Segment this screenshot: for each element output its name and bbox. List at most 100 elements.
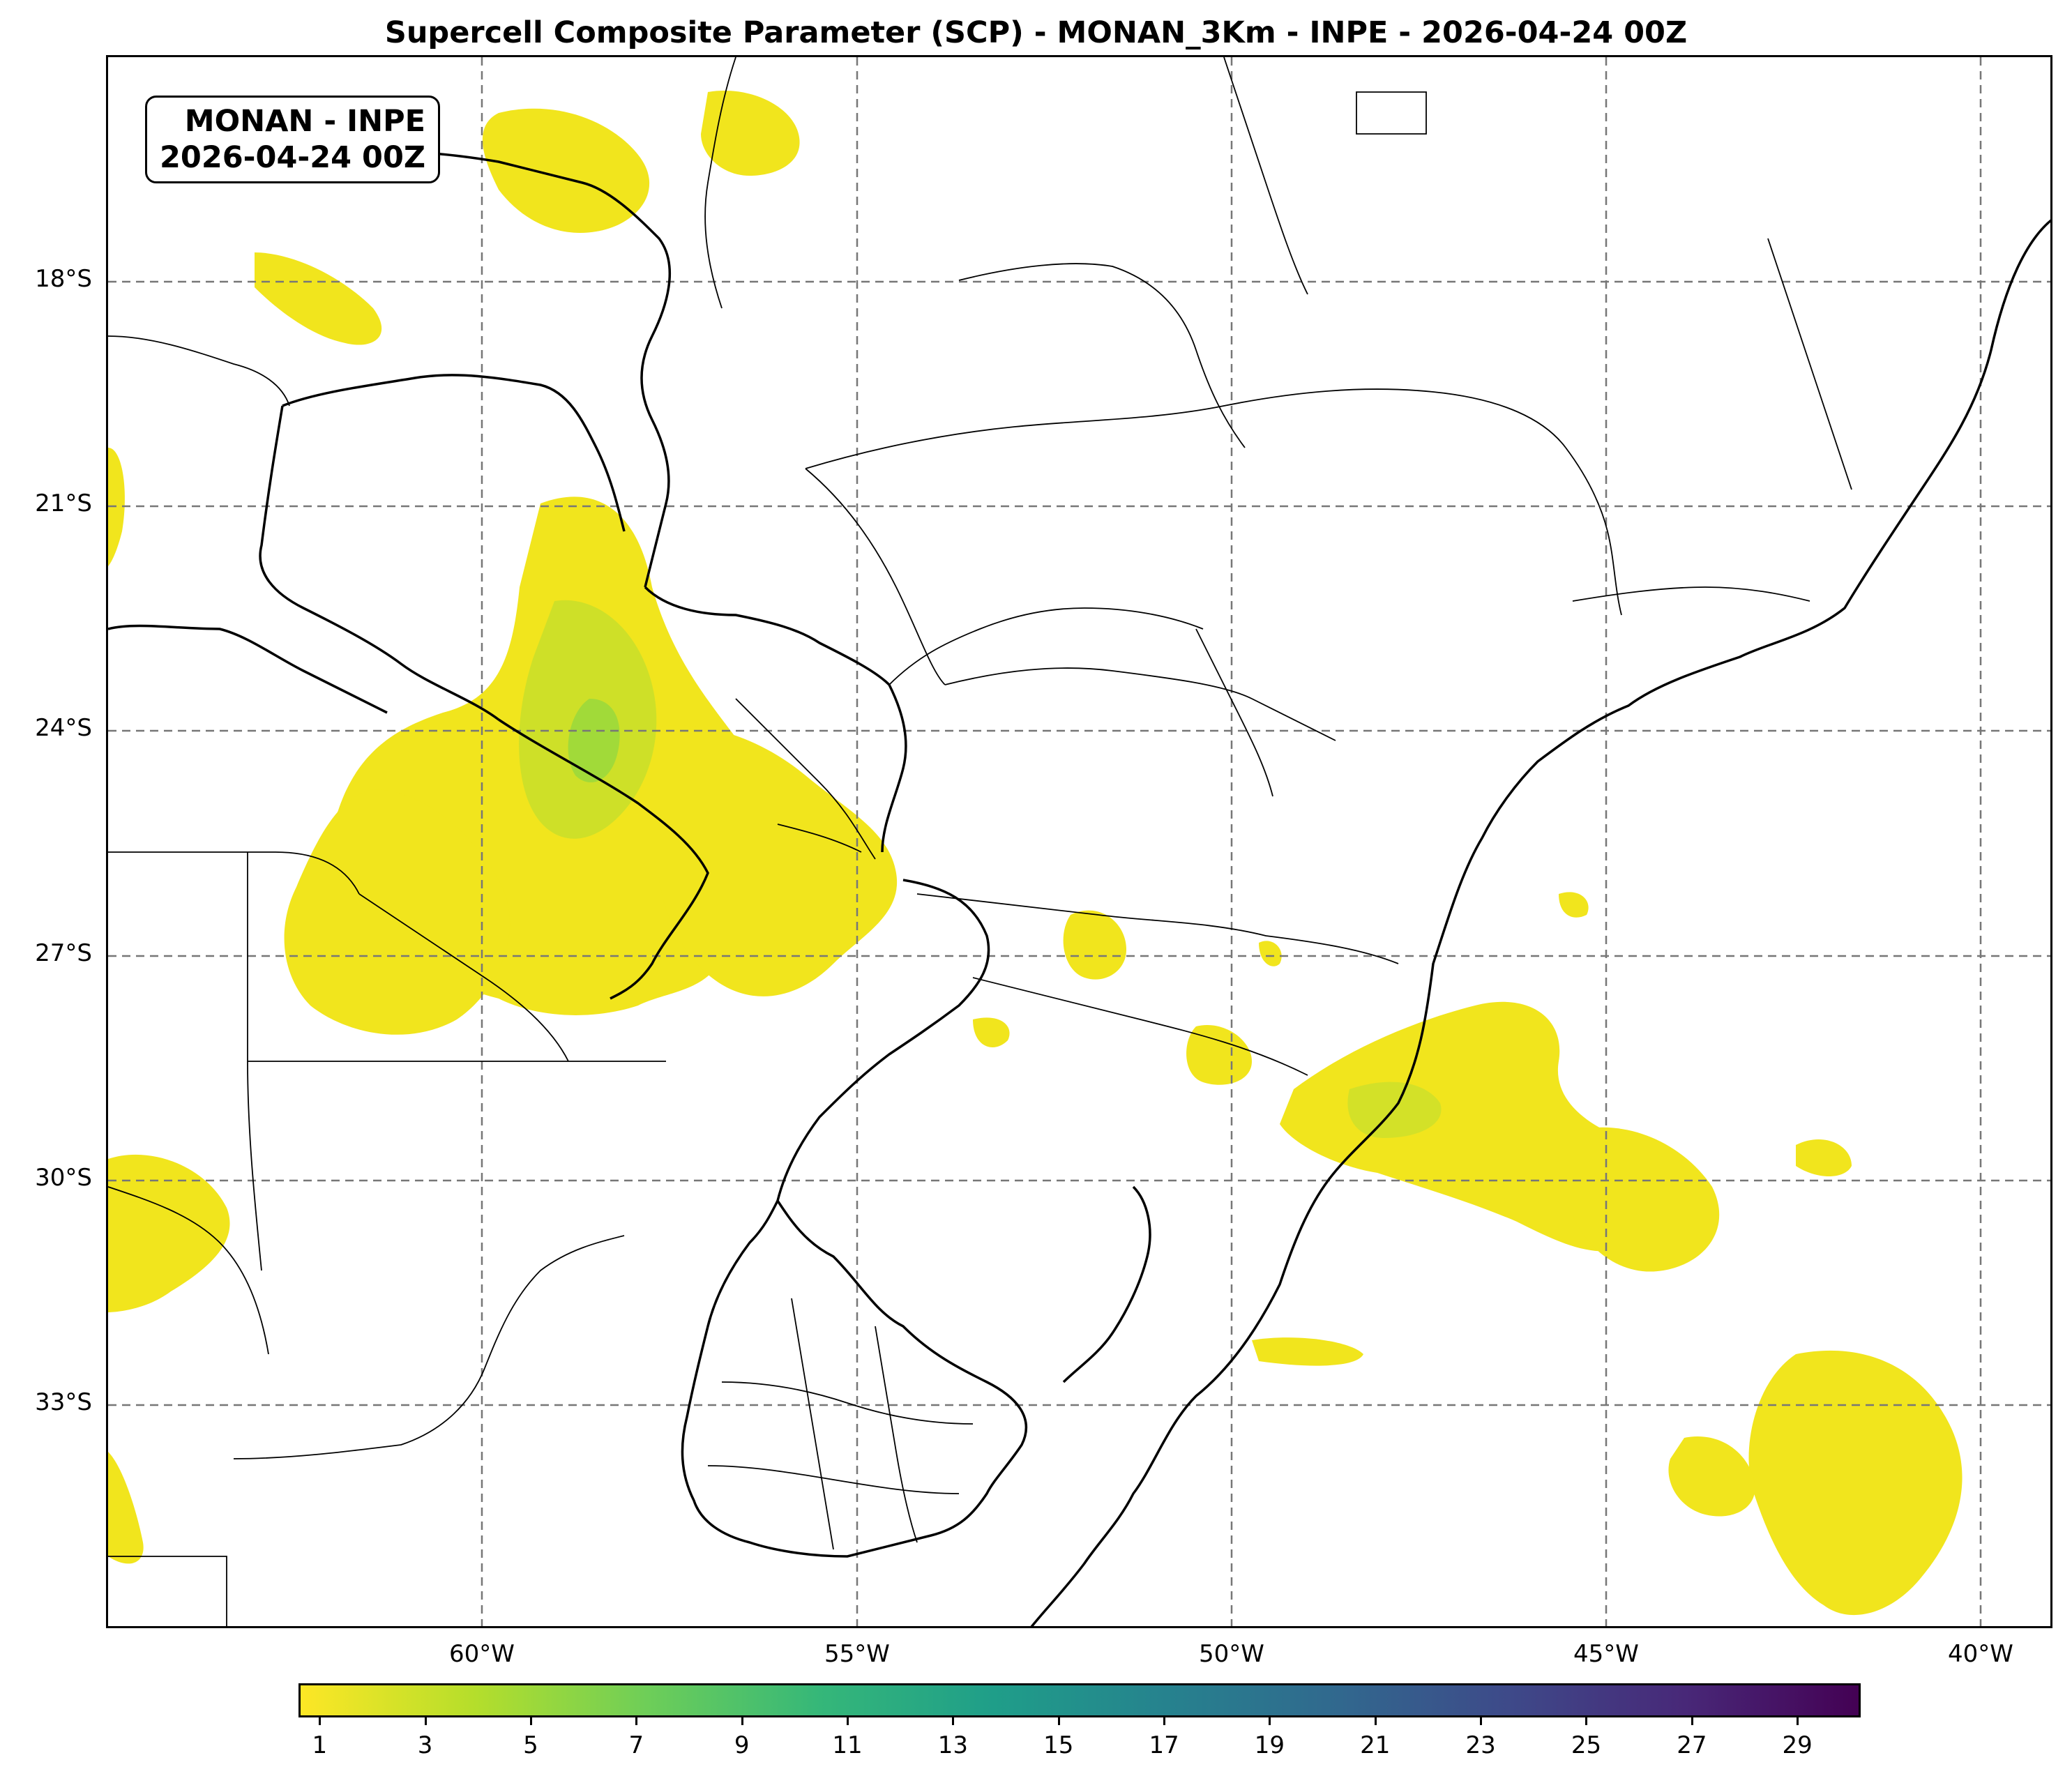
scp-blob-small-5 bbox=[1559, 892, 1589, 918]
colorbar-tick-label: 29 bbox=[1782, 1731, 1813, 1759]
lat-label-18: 18°S bbox=[35, 265, 92, 293]
gridlines bbox=[108, 57, 2050, 1626]
state-border-go-mt bbox=[704, 57, 736, 309]
state-border-ms-sp bbox=[805, 468, 946, 685]
map-panel[interactable] bbox=[106, 55, 2052, 1628]
scp-blob-small-3 bbox=[1252, 1337, 1363, 1366]
scp-blob-small-1 bbox=[1259, 941, 1282, 966]
province-border-argentina-7 bbox=[484, 1235, 625, 1369]
colorbar-tick-13 bbox=[1691, 1715, 1693, 1725]
lat-label-30: 30°S bbox=[35, 1164, 92, 1192]
colorbar-tick-label: 13 bbox=[937, 1731, 968, 1759]
colorbar-tick-10 bbox=[1374, 1715, 1377, 1725]
state-border-rj-mg bbox=[1572, 586, 1810, 602]
colorbar-tick-6 bbox=[952, 1715, 955, 1725]
colorbar-tick-label: 15 bbox=[1043, 1731, 1074, 1759]
scp-blob-coast-2 bbox=[1186, 1025, 1252, 1085]
lat-label-33: 33°S bbox=[35, 1388, 92, 1416]
info-line-model: MONAN - INPE bbox=[184, 104, 426, 139]
scp-blob-nw bbox=[255, 252, 382, 345]
province-border-argentina-8 bbox=[108, 1556, 227, 1626]
scp-blob-misiones bbox=[659, 725, 898, 996]
colorbar bbox=[298, 1683, 1861, 1717]
colorbar-tick-14 bbox=[1797, 1715, 1799, 1725]
uruguay-dept-4 bbox=[875, 1326, 918, 1543]
border-argentina-brazil bbox=[776, 879, 990, 1201]
bolivia-dept-1 bbox=[108, 335, 290, 407]
colorbar-tick-2 bbox=[529, 1715, 532, 1725]
colorbar-tick-label: 19 bbox=[1254, 1731, 1285, 1759]
province-border-argentina-6 bbox=[233, 1367, 485, 1459]
colorbar-tick-label: 1 bbox=[312, 1731, 328, 1759]
colorbar-tick-label: 11 bbox=[832, 1731, 863, 1759]
scp-field bbox=[108, 91, 1963, 1616]
state-border-go-ba bbox=[1223, 57, 1308, 295]
border-paraguay-north bbox=[282, 374, 626, 532]
state-border-mg-go bbox=[958, 263, 1246, 448]
scp-blob-coast-1 bbox=[1063, 910, 1126, 980]
state-border-sc-rs bbox=[972, 977, 1308, 1076]
province-border-argentina-4 bbox=[108, 1186, 269, 1355]
scp-blob-sw-atlantic bbox=[1748, 1350, 1963, 1616]
lon-label-55: 55°W bbox=[824, 1640, 890, 1668]
map-canvas bbox=[108, 57, 2050, 1626]
uruguay-dept-2 bbox=[707, 1465, 960, 1494]
colorbar-tick-0 bbox=[319, 1715, 322, 1725]
border-bolivia-argentina bbox=[108, 624, 388, 714]
colorbar-tick-label: 21 bbox=[1360, 1731, 1391, 1759]
scp-blob-sw-atlantic-2 bbox=[1668, 1436, 1755, 1517]
colorbar-tick-3 bbox=[635, 1715, 638, 1725]
lat-label-24: 24°S bbox=[35, 714, 92, 742]
scp-blob-chaco-sw bbox=[284, 789, 511, 1035]
coastline-brazil bbox=[1030, 219, 2050, 1626]
scp-blob-west-far bbox=[108, 1452, 144, 1564]
border-paraguay-west bbox=[259, 405, 500, 721]
colorbar-tick-11 bbox=[1480, 1715, 1483, 1725]
lon-label-40: 40°W bbox=[1948, 1640, 2013, 1668]
colorbar-tick-label: 17 bbox=[1149, 1731, 1179, 1759]
scp-blob-north-2 bbox=[701, 91, 800, 176]
colorbar-tick-label: 9 bbox=[734, 1731, 750, 1759]
border-paraguay-brazil bbox=[644, 586, 907, 853]
mato-grosso-interior bbox=[888, 607, 1204, 685]
scp-blob-small-4 bbox=[1796, 1139, 1852, 1176]
state-border-pr-sp bbox=[944, 667, 1336, 741]
scp-blob-west-south bbox=[108, 1154, 230, 1312]
df-box bbox=[1356, 91, 1427, 135]
paraguay-dept-1 bbox=[735, 698, 876, 860]
scp-blob-small-2 bbox=[973, 1017, 1010, 1047]
colorbar-tick-5 bbox=[847, 1715, 849, 1725]
scp-blob-atlantic-core bbox=[1347, 1082, 1442, 1138]
state-border-mg-sp bbox=[805, 388, 1566, 469]
colorbar-tick-1 bbox=[424, 1715, 427, 1725]
lat-label-27: 27°S bbox=[35, 939, 92, 967]
paraguay-dept-2 bbox=[777, 824, 862, 853]
colorbar-tick-label: 23 bbox=[1465, 1731, 1496, 1759]
scp-blob-atlantic-east bbox=[1573, 1127, 1720, 1272]
border-paraguay-south bbox=[498, 718, 709, 1000]
map-title: Supercell Composite Parameter (SCP) - MO… bbox=[384, 15, 1688, 50]
state-border-pr-sc bbox=[916, 893, 1399, 964]
info-line-date: 2026-04-24 00Z bbox=[160, 140, 426, 175]
province-border-argentina-2 bbox=[358, 893, 569, 1062]
colorbar-tick-label: 5 bbox=[523, 1731, 538, 1759]
province-border-argentina-1 bbox=[108, 851, 360, 895]
colorbar-tick-label: 7 bbox=[628, 1731, 644, 1759]
scp-blob-paraguay-center bbox=[568, 699, 620, 782]
colorbar-tick-9 bbox=[1269, 1715, 1271, 1725]
colorbar-tick-label: 3 bbox=[417, 1731, 433, 1759]
uruguay-dept-3 bbox=[791, 1298, 834, 1550]
lagoa-dos-patos bbox=[1062, 1185, 1151, 1383]
scp-blob-north bbox=[482, 108, 650, 233]
sp-interior-1 bbox=[1195, 628, 1273, 797]
colorbar-tick-12 bbox=[1585, 1715, 1588, 1725]
lon-label-60: 60°W bbox=[449, 1640, 515, 1668]
state-border-mg-es bbox=[1767, 238, 1852, 490]
rj-border bbox=[1565, 447, 1622, 616]
colorbar-tick-8 bbox=[1163, 1715, 1166, 1725]
lon-label-50: 50°W bbox=[1199, 1640, 1264, 1668]
colorbar-tick-4 bbox=[741, 1715, 743, 1725]
border-bolivia-brazil bbox=[358, 151, 672, 588]
uruguay-dept-1 bbox=[721, 1381, 974, 1425]
lon-label-45: 45°W bbox=[1573, 1640, 1639, 1668]
